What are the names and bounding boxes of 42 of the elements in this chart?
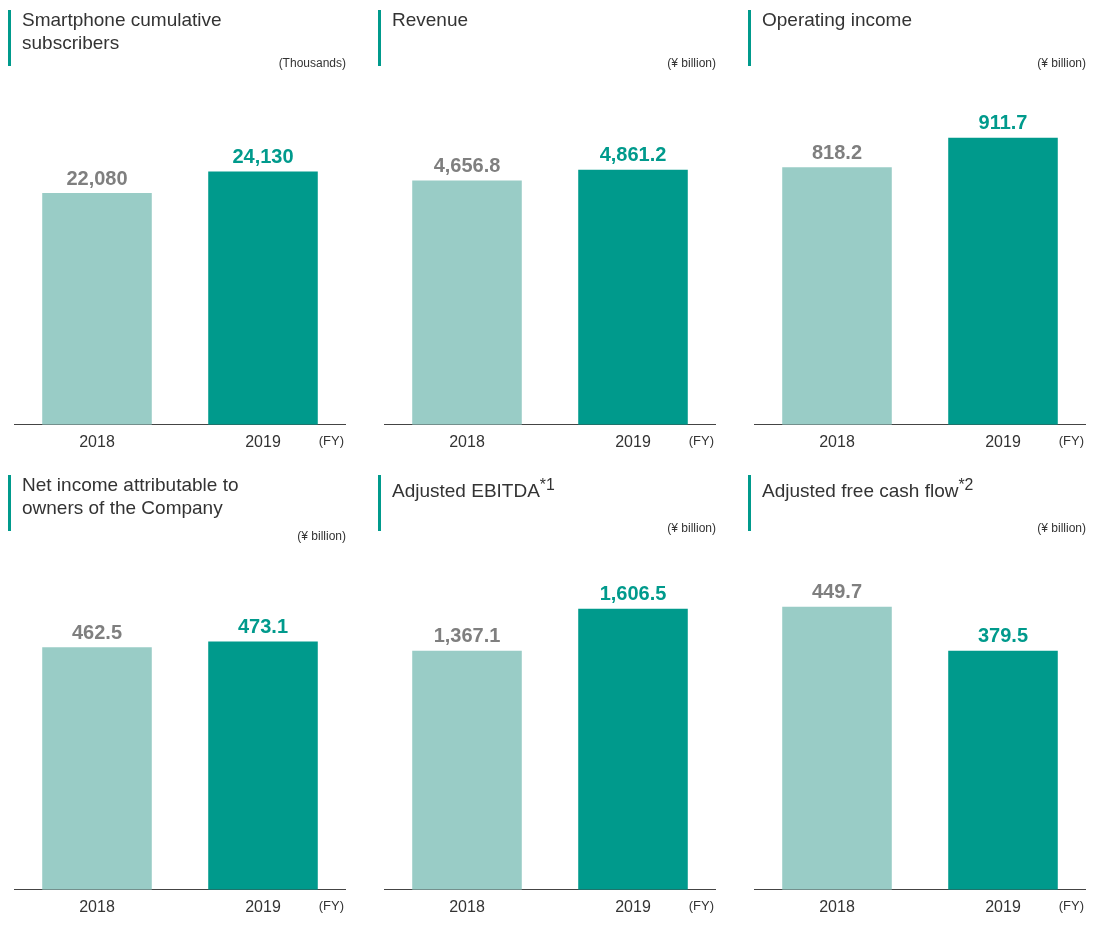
- y-axis-title: (¥ billion): [297, 529, 346, 543]
- x-axis-title: (FY): [318, 433, 344, 449]
- chart-title: Adjusted free cash flow$^{*2}$: [762, 475, 975, 503]
- x-axis-title: (FY): [1058, 898, 1084, 914]
- data-label: 911.7: [978, 111, 1028, 134]
- y-axis-title: (¥ billion): [1037, 56, 1086, 70]
- chart-title: Smartphone cumulative subscribers: [22, 8, 223, 54]
- x-tick-label: 2019: [615, 432, 651, 450]
- y-axis-title: (¥ billion): [667, 56, 716, 70]
- data-label: 1,367.1: [433, 624, 501, 647]
- data-label: 462.5: [71, 620, 123, 643]
- x-tick-label: 2018: [449, 897, 485, 915]
- y-axis-title: (¥ billion): [1037, 521, 1086, 535]
- chart-title: Adjusted EBITDA$^{*1}$: [392, 475, 556, 503]
- chart-title: Revenue: [392, 8, 470, 31]
- chart-title: Operating income: [762, 8, 913, 31]
- data-label: 4,656.8: [433, 153, 501, 176]
- x-tick-label: 2019: [245, 897, 281, 915]
- y-axis-title: (¥ billion): [667, 521, 716, 535]
- x-tick-label: 2018: [79, 897, 115, 915]
- x-tick-label: 2018: [79, 432, 115, 450]
- x-tick-label: 2019: [245, 432, 281, 450]
- x-tick-label: 2019: [985, 897, 1021, 915]
- x-tick-label: 2019: [615, 897, 651, 915]
- x-tick-label: 2018: [819, 432, 855, 450]
- data-label: 449.7: [811, 580, 863, 603]
- x-tick-label: 2019: [985, 432, 1021, 450]
- data-label: 473.1: [237, 615, 289, 638]
- x-axis-title: (FY): [688, 433, 714, 449]
- x-axis-title: (FY): [688, 898, 714, 914]
- x-axis-title: (FY): [1058, 433, 1084, 449]
- data-label: 24,130: [232, 145, 294, 168]
- y-axis-title: (Thousands): [278, 56, 346, 70]
- x-tick-label: 2018: [819, 897, 855, 915]
- data-label: 818.2: [811, 140, 863, 163]
- x-axis-title: (FY): [318, 898, 344, 914]
- x-tick-label: 2018: [449, 432, 485, 450]
- chart-title: Net income attributable to owners of the Company: [22, 473, 240, 519]
- data-label: 379.5: [977, 624, 1029, 647]
- data-label: 4,861.2: [599, 143, 667, 166]
- data-label: 22,080: [66, 166, 128, 189]
- data-label: 1,606.5: [599, 582, 667, 605]
